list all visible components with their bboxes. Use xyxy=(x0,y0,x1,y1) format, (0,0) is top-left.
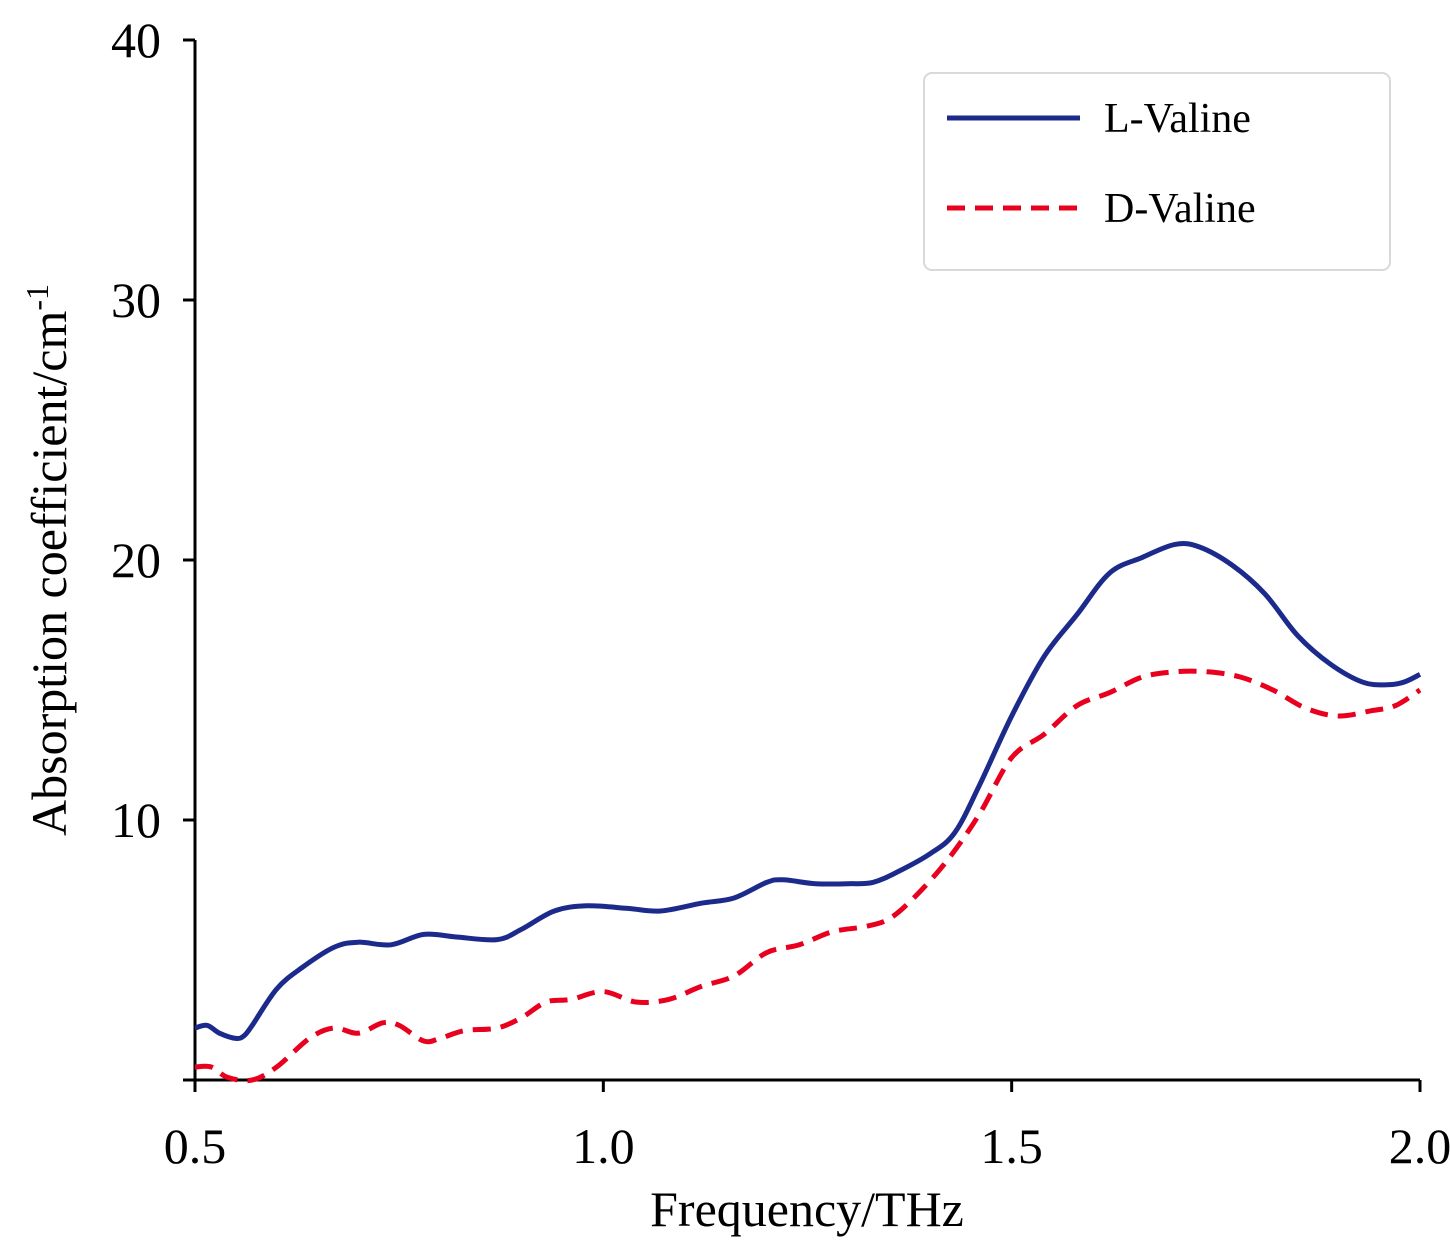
x-tick-label: 1.0 xyxy=(572,1118,635,1174)
y-axis-title-superscript: -1 xyxy=(19,284,55,311)
x-tick-label: 2.0 xyxy=(1389,1118,1450,1174)
x-axis-title: Frequency/THz xyxy=(650,1181,964,1237)
legend: L-Valine D-Valine xyxy=(923,72,1391,271)
y-tick-label: 10 xyxy=(111,792,161,848)
axes: 0.5 1.0 1.5 2.0 10 20 30 40 xyxy=(111,12,1450,1174)
series-line-d-valine xyxy=(194,668,1422,1084)
y-tick-label: 20 xyxy=(111,532,161,588)
x-tick-label: 1.5 xyxy=(980,1118,1043,1174)
y-tick-label: 40 xyxy=(111,12,161,68)
y-axis-title-main: Absorption coefficient/cm xyxy=(21,311,77,836)
y-axis-title: Absorption coefficient/cm-1 xyxy=(19,284,77,836)
series-line-l-valine xyxy=(194,541,1422,1041)
plot-lines xyxy=(194,541,1422,1084)
legend-box xyxy=(923,72,1391,271)
x-tick-label: 0.5 xyxy=(164,1118,227,1174)
legend-label-d-valine: D-Valine xyxy=(1104,186,1256,232)
y-tick-label: 30 xyxy=(111,272,161,328)
legend-label-l-valine: L-Valine xyxy=(1104,96,1251,142)
